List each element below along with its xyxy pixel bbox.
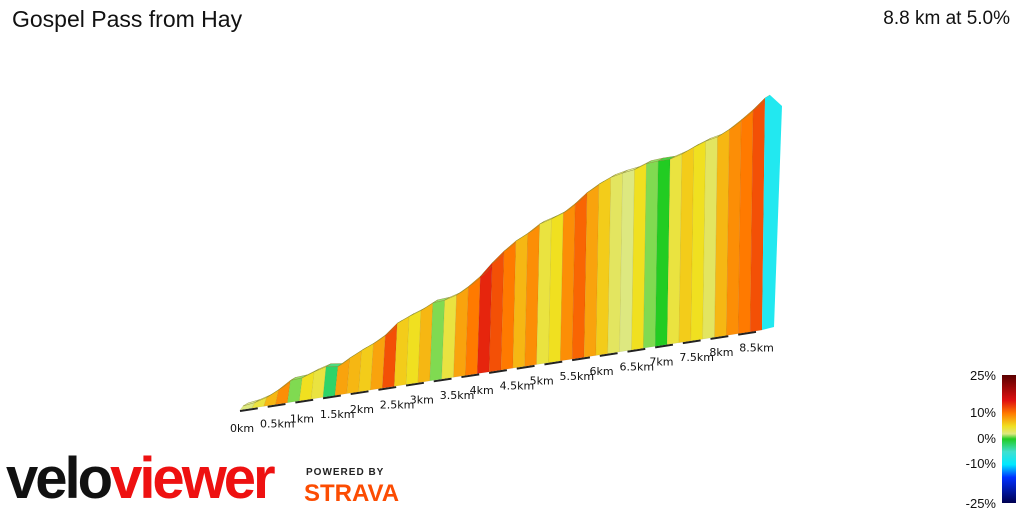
chart-title: Gospel Pass from Hay: [12, 6, 243, 32]
x-tick-label: 2km: [350, 403, 374, 416]
x-tick-label: 0km: [230, 422, 254, 435]
x-tick-label: 4.5km: [500, 379, 535, 392]
x-tick-label: 8km: [709, 346, 733, 359]
legend-label: 10%: [970, 405, 996, 420]
x-tick-label: 0.5km: [260, 417, 295, 430]
x-tick-label: 5.5km: [560, 370, 595, 383]
legend-label: 25%: [970, 368, 996, 383]
powered-by-label: POWERED BY: [306, 467, 385, 478]
x-tick-label: 8.5km: [739, 341, 774, 354]
veloviewer-logo: veloviewer: [6, 446, 276, 511]
legend-label: -25%: [966, 496, 997, 511]
profile-end-cap: [762, 95, 782, 330]
x-tick-label: 7km: [649, 356, 673, 369]
legend-colorbar: [1002, 375, 1016, 503]
x-tick-label: 3km: [410, 394, 434, 407]
legend-label: -10%: [966, 456, 997, 471]
x-tick-label: 2.5km: [380, 398, 415, 411]
strava-logo: STRAVA: [304, 480, 400, 507]
ground-baseline: [239, 330, 763, 412]
legend-label: 0%: [977, 431, 996, 446]
climb-summary: 8.8 km at 5.0%: [883, 8, 1010, 29]
x-tick-label: 5km: [530, 375, 554, 388]
x-tick-label: 4km: [470, 384, 494, 397]
gradient-legend: 25% 10% 0% -10% -25%: [966, 368, 1016, 511]
x-tick-label: 6.5km: [619, 360, 654, 373]
x-tick-label: 7.5km: [679, 351, 714, 364]
x-tick-label: 6km: [590, 365, 614, 378]
x-tick-label: 1.5km: [320, 408, 355, 421]
x-tick-label: 1km: [290, 413, 314, 426]
x-tick-label: 3.5km: [440, 389, 475, 402]
